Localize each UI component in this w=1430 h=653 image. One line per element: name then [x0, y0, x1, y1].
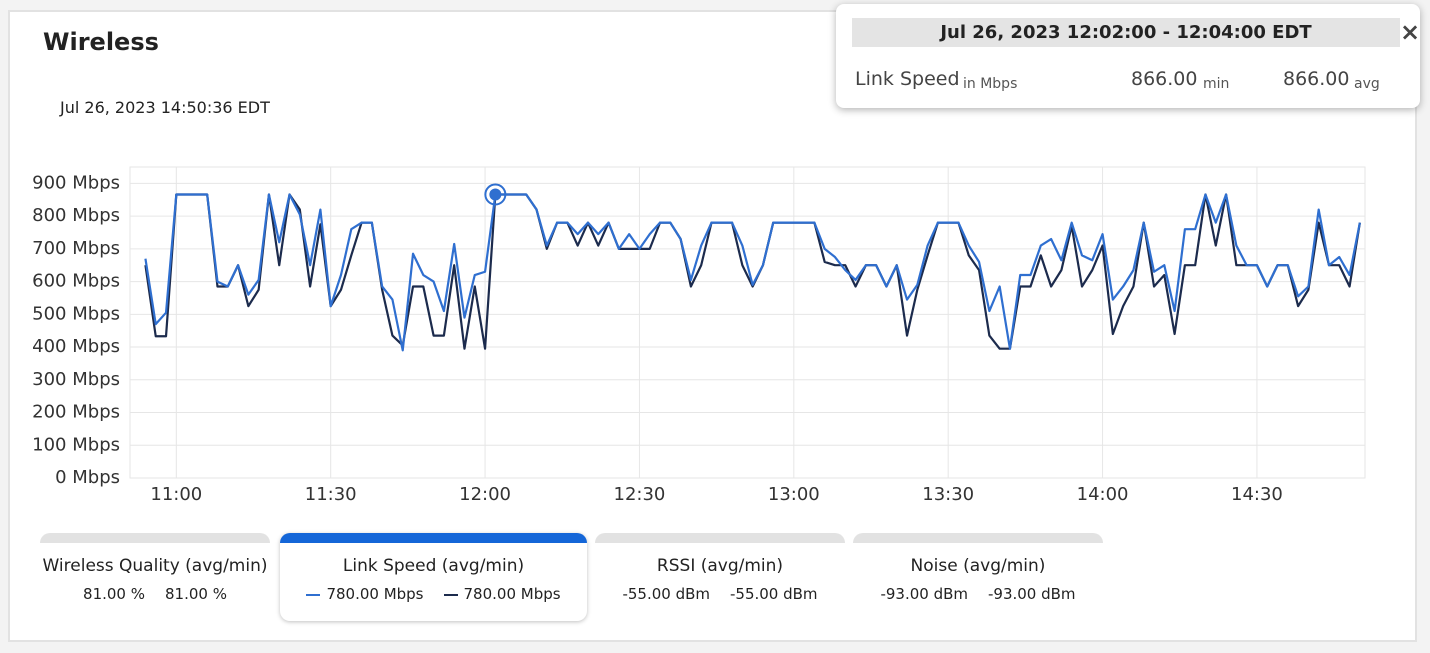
tab-value: -93.00 dBm — [988, 585, 1076, 603]
hover-marker — [484, 183, 507, 206]
y-tick-label: 400 Mbps — [32, 336, 120, 357]
x-tick-label: 13:00 — [768, 484, 820, 505]
plot-border — [129, 166, 1366, 479]
tab-value: -55.00 dBm — [622, 585, 710, 603]
x-tick-label: 14:30 — [1231, 484, 1283, 505]
timestamp: Jul 26, 2023 14:50:36 EDT — [60, 98, 270, 117]
tab-value-wrap: -55.00 dBm — [622, 585, 710, 603]
tab-title: Noise (avg/min) — [910, 556, 1046, 576]
tooltip-min: 866.00 — [1131, 68, 1198, 90]
tab-value-wrap: -55.00 dBm — [730, 585, 818, 603]
metric-tab[interactable]: Wireless Quality (avg/min) 81.00 % 81.00 % — [40, 533, 270, 621]
tooltip-min-label: min — [1203, 76, 1230, 92]
tooltip: Jul 26, 2023 12:02:00 - 12:04:00 EDT × L… — [836, 4, 1420, 108]
tab-value-wrap: 81.00 % — [83, 585, 145, 603]
tab-values: 780.00 Mbps 780.00 Mbps — [280, 585, 587, 603]
tab-value-wrap: 780.00 Mbps — [306, 585, 424, 603]
legend-dash — [306, 593, 321, 596]
tab-value-wrap: -93.00 dBm — [880, 585, 968, 603]
y-tick-label: 700 Mbps — [32, 238, 120, 259]
tab-value-wrap: 780.00 Mbps — [443, 585, 561, 603]
tooltip-avg-label: avg — [1354, 76, 1380, 92]
y-tick-label: 500 Mbps — [32, 303, 120, 324]
y-tick-label: 600 Mbps — [32, 271, 120, 292]
tab-value: 780.00 Mbps — [463, 585, 561, 603]
tab-value: 780.00 Mbps — [326, 585, 424, 603]
tooltip-unit: in Mbps — [963, 76, 1018, 92]
tab-value-wrap: -93.00 dBm — [988, 585, 1076, 603]
tooltip-avg: 866.00 — [1283, 68, 1350, 90]
tab-values: -55.00 dBm -55.00 dBm — [595, 585, 845, 603]
tooltip-label: Link Speed — [855, 68, 960, 90]
close-button[interactable]: × — [1400, 18, 1421, 46]
x-tick-label: 12:30 — [614, 484, 666, 505]
hover-ring — [484, 183, 507, 206]
metric-tab[interactable]: Noise (avg/min) -93.00 dBm -93.00 dBm — [853, 533, 1103, 621]
x-tick-label: 11:30 — [305, 484, 357, 505]
series-line — [144, 193, 1361, 352]
tab-value-wrap: 81.00 % — [165, 585, 227, 603]
tab-value: 81.00 % — [165, 585, 227, 603]
y-tick-label: 900 Mbps — [32, 172, 120, 193]
tab-title: Wireless Quality (avg/min) — [42, 556, 268, 576]
metric-tab[interactable]: Link Speed (avg/min) 780.00 Mbps 780.00 Mb… — [280, 533, 587, 621]
tab-value: 81.00 % — [83, 585, 145, 603]
legend-dash — [443, 593, 458, 596]
x-tick-label: 13:30 — [922, 484, 974, 505]
card-title: Wireless — [43, 28, 159, 56]
x-tick-label: 12:00 — [459, 484, 511, 505]
chart: 0 Mbps 100 Mbps 200 Mbps 300 Mbps 400 Mbps 50… — [32, 166, 1366, 505]
tab-title: Link Speed (avg/min) — [342, 556, 525, 576]
tooltip-title: Jul 26, 2023 12:02:00 - 12:04:00 EDT — [852, 18, 1400, 47]
tab-value: -93.00 dBm — [880, 585, 968, 603]
hover-dot — [489, 188, 502, 201]
tab-values: -93.00 dBm -93.00 dBm — [853, 585, 1103, 603]
tab-title: RSSI (avg/min) — [656, 556, 784, 576]
y-tick-label: 200 Mbps — [32, 402, 120, 423]
y-tick-label: 800 Mbps — [32, 205, 120, 226]
tab-value: -55.00 dBm — [730, 585, 818, 603]
x-tick-label: 11:00 — [150, 484, 202, 505]
metric-tab[interactable]: RSSI (avg/min) -55.00 dBm -55.00 dBm — [595, 533, 845, 621]
x-tick-label: 14:00 — [1077, 484, 1129, 505]
y-tick-label: 300 Mbps — [32, 369, 120, 390]
y-tick-label: 0 Mbps — [55, 467, 120, 488]
y-tick-label: 100 Mbps — [32, 434, 120, 455]
tab-values: 81.00 % 81.00 % — [40, 585, 270, 603]
